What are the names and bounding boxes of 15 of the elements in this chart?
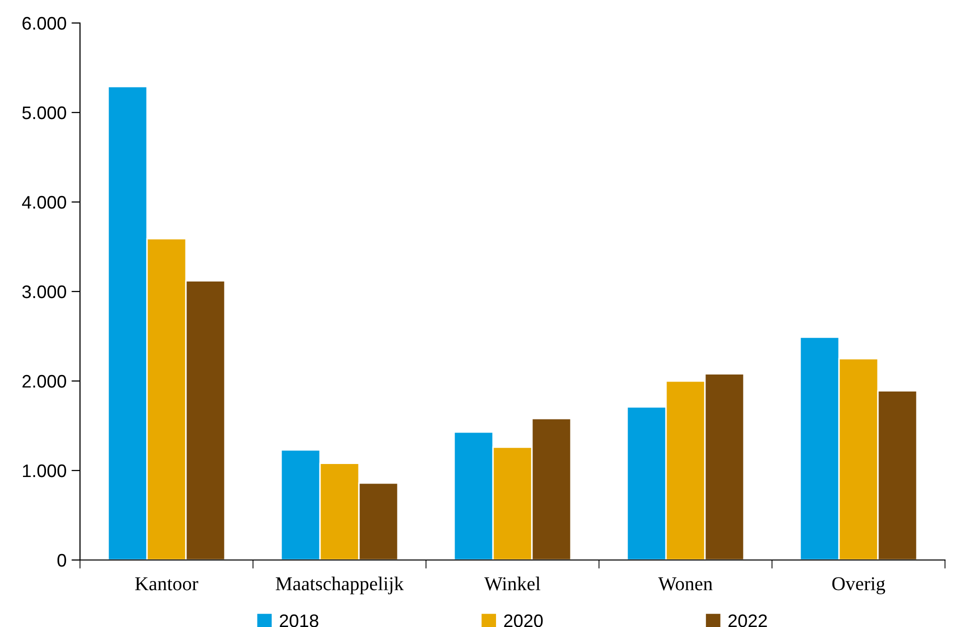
y-tick-label: 3.000 [22, 285, 66, 298]
x-tick-label: Winkel [484, 576, 540, 590]
y-tick-label: 5.000 [22, 106, 66, 120]
x-tick-label: Kantoor [135, 577, 198, 590]
legend-label: 2018 [280, 614, 318, 627]
x-tick-label: Maatschappelijk [276, 576, 404, 594]
legend-label: 2022 [728, 614, 767, 627]
y-tick-label: 2.000 [22, 374, 66, 388]
x-tick-label: Wonen [658, 577, 712, 590]
y-tick-label: 1.000 [23, 464, 66, 478]
x-tick-label: Overig [832, 577, 886, 594]
y-tick-label: 4.000 [22, 196, 66, 209]
legend-label: 2020 [504, 614, 543, 627]
y-tick-label: 6.000 [22, 16, 66, 30]
y-tick-label: 0 [57, 554, 66, 567]
